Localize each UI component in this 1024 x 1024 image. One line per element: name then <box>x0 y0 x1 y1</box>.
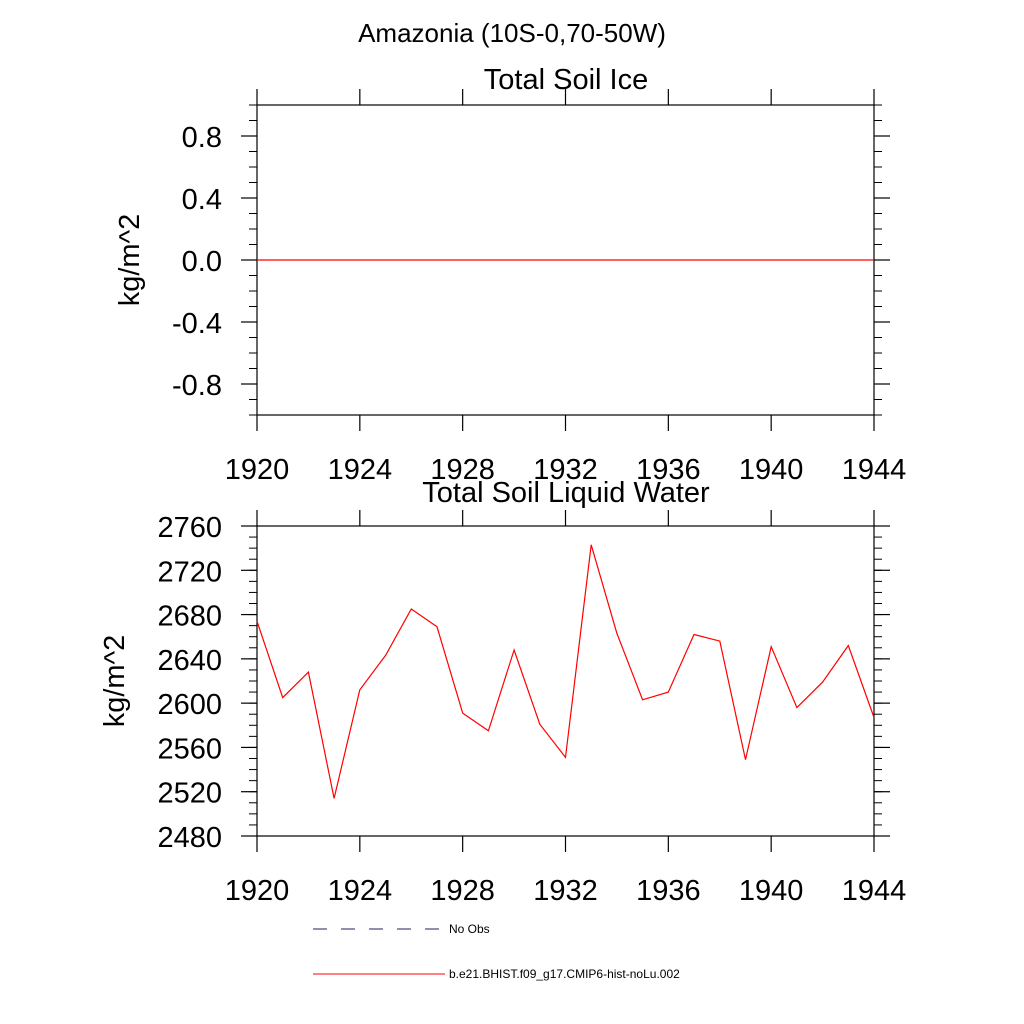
panel1-x-tick-label: 1940 <box>739 875 804 907</box>
panel1-x-tick-label: 1944 <box>842 875 907 907</box>
panel0-x-tick-label: 1920 <box>225 454 290 486</box>
panel0-y-tick-label: 0.4 <box>182 184 222 216</box>
panel1-y-tick-label: 2680 <box>157 601 222 633</box>
panel1-series-line <box>256 544 875 799</box>
panel0-y-tick-label: 0.8 <box>182 122 222 154</box>
panel1-y-tick-label: 2640 <box>157 645 222 677</box>
soil-liquid-water-title: Total Soil Liquid Water <box>422 477 710 509</box>
panel1-x-tick-label: 1932 <box>533 875 598 907</box>
panel0-x-tick-label: 1940 <box>739 454 804 486</box>
panel1-y-tick-label: 2600 <box>157 689 222 721</box>
panel1-x-tick-label: 1920 <box>225 875 290 907</box>
panel0-x-tick-label: 1944 <box>842 454 907 486</box>
panel0-y-tick-label: 0.0 <box>182 246 222 278</box>
soil-ice-ylabel: kg/m^2 <box>114 214 146 307</box>
soil-ice-panel: Total Soil Ice kg/m^2 1920 1924 1928 1932 19… <box>114 64 906 486</box>
figure-title: Amazonia (10S-0,70-50W) <box>358 18 666 48</box>
soil-liquid-water-plot-frame <box>256 525 875 837</box>
panel1-y-tick-label: 2760 <box>157 512 222 544</box>
panel1-y-tick-label: 2560 <box>157 733 222 765</box>
panel0-x-tick-label: 1924 <box>328 454 393 486</box>
soil-liquid-water-lines <box>256 544 875 799</box>
panel0-y-tick-label: -0.8 <box>172 370 222 402</box>
panel1-y-tick-label: 2520 <box>157 778 222 810</box>
panel0-x-tick-label: 1928 <box>430 454 495 486</box>
soil-ice-ticks: 1920 1924 1928 1932 1936 1940 1944 -0.8 -0.4 0.0 0… <box>172 89 906 486</box>
panel1-y-tick-label: 2480 <box>157 822 222 854</box>
panel0-x-tick-label: 1936 <box>636 454 701 486</box>
legend-no-obs-label: No Obs <box>449 922 490 936</box>
panel0-y-tick-label: -0.4 <box>172 308 222 340</box>
panel1-y-tick-label: 2720 <box>157 556 222 588</box>
panel1-x-tick-label: 1928 <box>430 875 495 907</box>
soil-liquid-water-panel: Total Soil Liquid Water kg/m^2 1920 1924 1… <box>99 477 906 907</box>
soil-liquid-water-ticks: 1920 1924 1928 1932 1936 1940 1944 2480 2520 2560… <box>157 510 906 907</box>
legend: No Obs b.e21.BHIST.f09_g17.CMIP6-hist-no… <box>313 922 680 981</box>
soil-liquid-water-ylabel: kg/m^2 <box>99 635 131 728</box>
panel0-x-tick-label: 1932 <box>533 454 598 486</box>
legend-model-label: b.e21.BHIST.f09_g17.CMIP6-hist-noLu.002 <box>449 967 680 981</box>
panel1-x-tick-label: 1924 <box>328 875 393 907</box>
panel1-x-tick-label: 1936 <box>636 875 701 907</box>
